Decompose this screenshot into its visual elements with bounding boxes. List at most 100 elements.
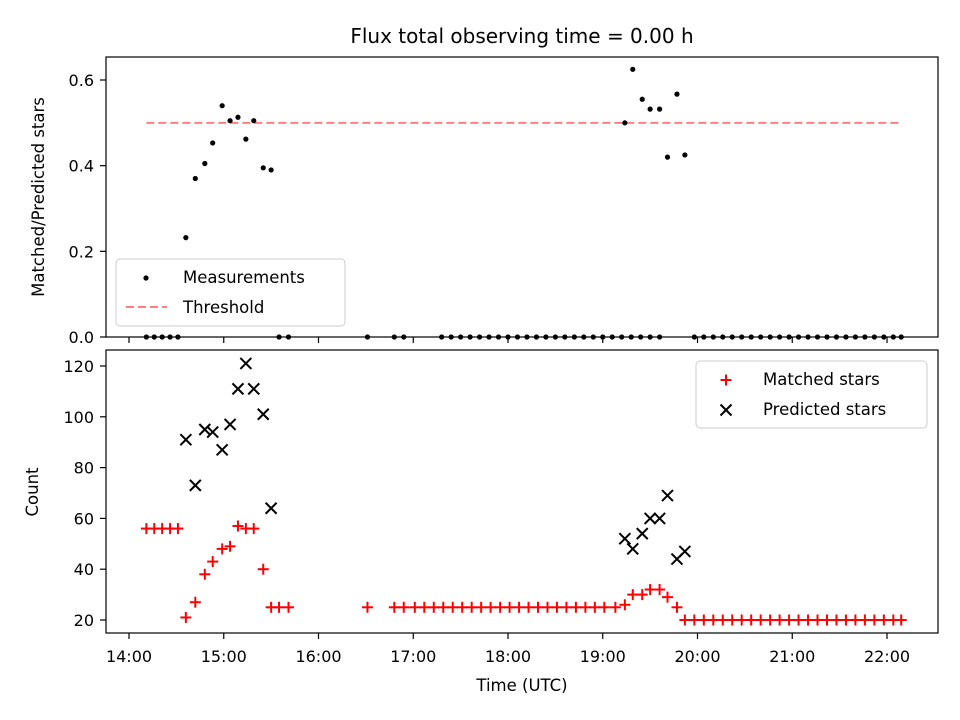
predicted-star-point — [643, 512, 657, 525]
bottom-marks-layer — [140, 357, 907, 626]
matched-star-point — [409, 601, 421, 613]
matched-star-point — [783, 614, 795, 626]
matched-star-point — [661, 591, 673, 603]
predicted-star-point-b — [189, 479, 202, 492]
predicted-star-point — [239, 357, 253, 370]
matched-star-point — [745, 614, 757, 626]
legend-measurements-marker — [143, 275, 149, 281]
matched-star-point — [802, 614, 814, 626]
matched-star-point — [207, 556, 219, 568]
matched-star-point — [840, 614, 852, 626]
bottom-y-tick-label: 80 — [74, 459, 94, 478]
bottom-plot-frame — [105, 349, 939, 634]
bottom-legend: Matched stars Predicted stars — [695, 360, 928, 429]
bottom-x-tick-label: 21:00 — [769, 647, 815, 666]
bottom-y-axis-title: Count — [23, 467, 42, 517]
measurement-point — [682, 152, 688, 158]
measurement-point — [647, 106, 653, 112]
predicted-star-point-b — [215, 443, 229, 457]
measurement-point — [243, 136, 249, 142]
predicted-star-point — [179, 433, 193, 446]
bottom-axes-layer: 20 40 60 80 100 120 14:00 15:00 16:00 17:00 18:00 1… — [63, 357, 910, 666]
predicted-star-point — [257, 408, 270, 421]
bottom-y-tick-label: 120 — [63, 357, 94, 376]
matched-star-point — [654, 584, 666, 596]
bottom-x-tick-label: 16:00 — [295, 647, 341, 666]
predicted-star-point-b — [257, 408, 270, 421]
matched-star-point — [466, 601, 478, 613]
matched-star-point — [504, 601, 516, 613]
predicted-star-point — [247, 382, 260, 396]
predicted-star-point-b — [239, 357, 253, 370]
bottom-y-tick-label: 40 — [74, 560, 94, 579]
predicted-star-point — [636, 527, 649, 540]
bottom-x-tick-label: 15:00 — [201, 647, 247, 666]
top-y-tick-label: 0.6 — [69, 71, 94, 90]
top-legend: Measurements Threshold — [115, 258, 346, 327]
matched-star-point — [821, 614, 833, 626]
predicted-star-point-b — [661, 489, 674, 502]
predicted-star-point-b — [247, 382, 260, 396]
predicted-star-point — [626, 542, 639, 556]
matched-star-point — [849, 614, 861, 626]
matched-star-point — [532, 601, 544, 613]
measurement-point — [639, 96, 645, 102]
matched-star-point — [447, 601, 459, 613]
top-y-tick-label: 0.0 — [69, 328, 94, 347]
matched-star-point — [485, 601, 497, 613]
matched-star-point — [428, 601, 440, 613]
predicted-star-point — [189, 479, 202, 492]
measurement-point — [657, 106, 663, 112]
matched-star-point — [523, 601, 535, 613]
matched-star-point — [726, 614, 738, 626]
top-y-tick-label: 0.2 — [69, 242, 94, 261]
matched-star-point — [579, 601, 591, 613]
matched-star-point — [627, 589, 639, 601]
matched-star-point — [589, 601, 601, 613]
predicted-star-point-b — [653, 512, 666, 525]
matched-star-point — [388, 601, 400, 613]
measurement-point — [268, 167, 274, 173]
matched-star-point — [688, 614, 700, 626]
legend-predicted-marker — [719, 403, 733, 417]
matched-star-point — [437, 601, 449, 613]
predicted-star-point — [215, 443, 229, 457]
measurement-point — [202, 160, 208, 167]
matched-star-point — [644, 584, 656, 596]
matched-star-point — [224, 540, 236, 552]
bottom-y-tick-label: 20 — [74, 611, 94, 630]
matched-star-point — [619, 599, 631, 611]
matched-star-point — [671, 601, 683, 613]
matched-star-point — [248, 523, 260, 535]
x-axis-title: Time (UTC) — [475, 676, 567, 695]
matched-star-point — [570, 601, 582, 613]
measurement-point — [260, 165, 266, 171]
measurement-point — [664, 154, 671, 160]
matched-star-point — [560, 601, 572, 613]
matched-star-point — [189, 596, 201, 608]
predicted-star-point-b — [678, 545, 692, 558]
legend-predicted-marker-b — [719, 403, 733, 417]
matched-star-point — [895, 614, 907, 626]
bottom-x-tick-label: 20:00 — [674, 647, 720, 666]
matched-star-point — [878, 614, 890, 626]
top-y-axis-title: Matched/Predicted stars — [29, 97, 48, 297]
matched-star-point — [598, 601, 610, 613]
matched-star-point — [812, 614, 824, 626]
bottom-legend-box — [695, 360, 928, 429]
matched-star-point — [609, 601, 621, 613]
predicted-star-point-b — [264, 502, 278, 515]
matched-star-point — [475, 601, 487, 613]
matched-star-point — [361, 601, 373, 613]
predicted-star-point-b — [231, 382, 245, 396]
predicted-star-point-b — [643, 512, 657, 525]
matched-star-point — [698, 614, 710, 626]
matched-star-point — [707, 614, 719, 626]
measurement-point — [630, 66, 636, 72]
matched-star-point — [551, 601, 563, 613]
legend-matched-marker — [720, 374, 732, 386]
predicted-star-point-b — [618, 532, 632, 545]
matched-star-point — [172, 523, 184, 535]
matched-star-point — [494, 601, 506, 613]
